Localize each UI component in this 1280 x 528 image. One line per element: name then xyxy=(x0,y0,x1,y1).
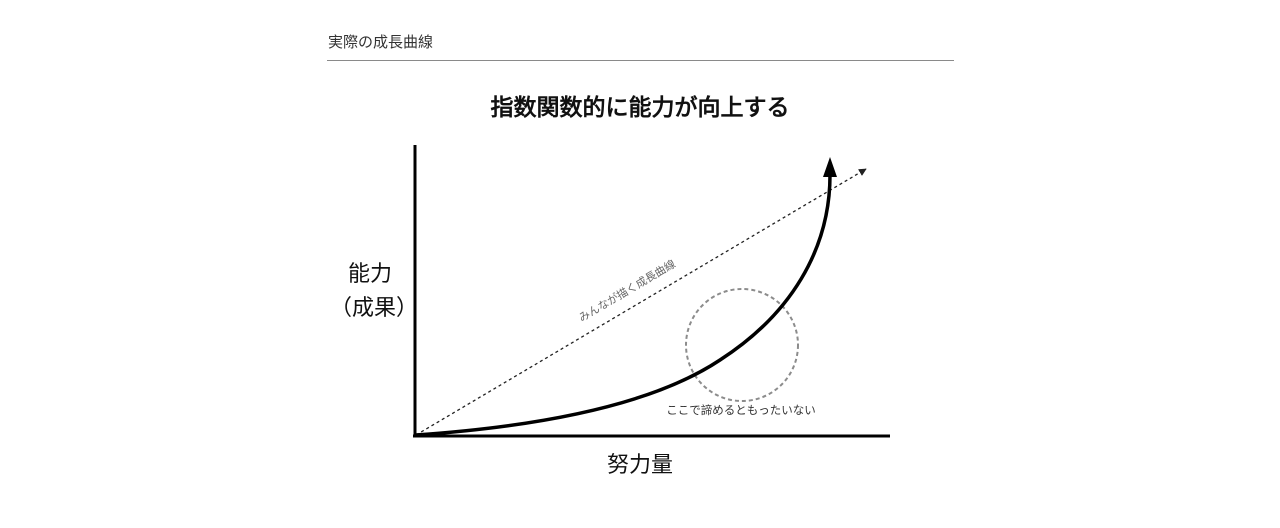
header-divider xyxy=(327,60,954,61)
diagram-title: 指数関数的に能力が向上する xyxy=(490,95,790,121)
plateau-note: ここで諦めるともったいない xyxy=(666,403,816,417)
y-axis-label: 能力 （成果） xyxy=(330,258,419,326)
expected-growth-line-label: みんなが描く成長曲線 xyxy=(576,257,678,325)
y-axis-label-main: 能力 xyxy=(347,262,392,287)
actual-growth-curve xyxy=(414,173,832,437)
x-axis-label: 努力量 xyxy=(606,453,673,478)
y-axis-label-sub: （成果） xyxy=(330,296,419,321)
actual-growth-arrowhead xyxy=(823,157,837,177)
section-header: 実際の成長曲線 xyxy=(328,33,434,51)
plateau-circle xyxy=(685,288,799,402)
